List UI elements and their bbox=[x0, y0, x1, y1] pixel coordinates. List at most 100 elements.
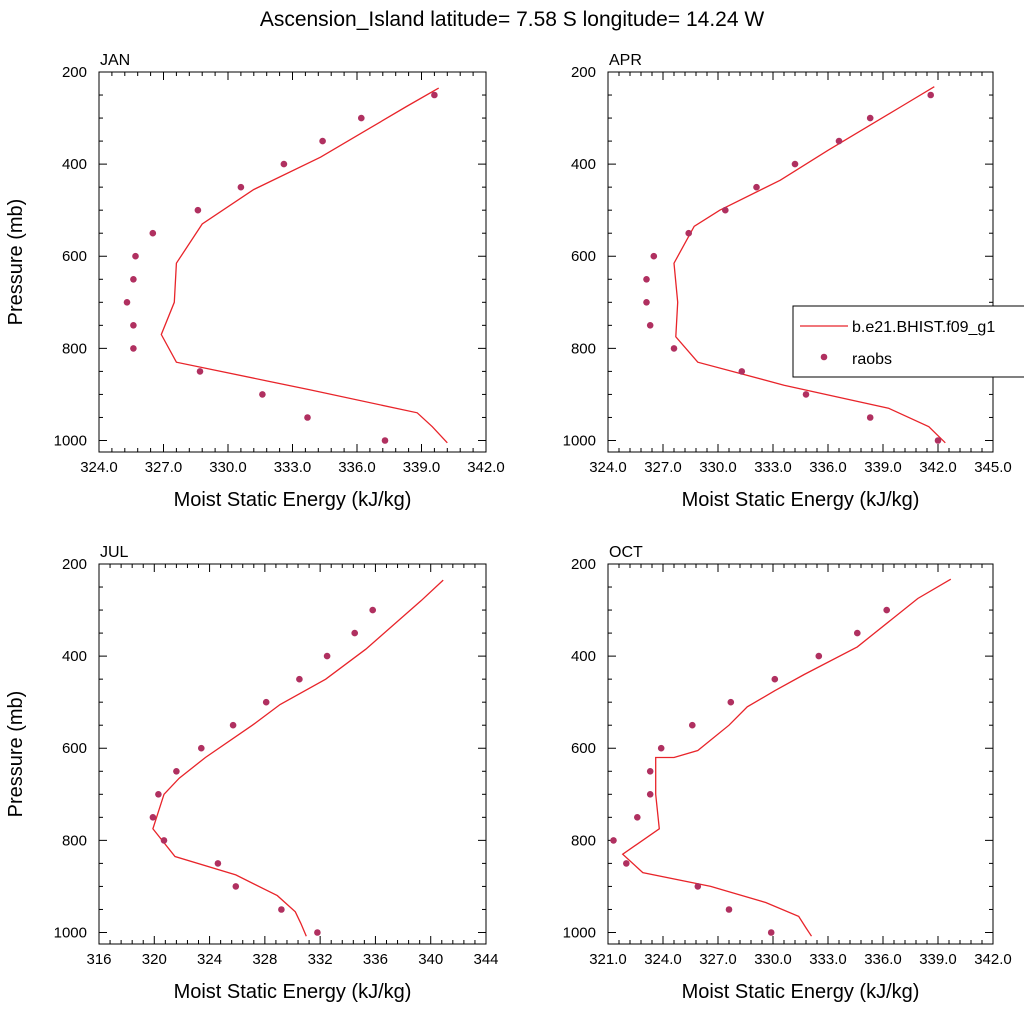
x-tick-label: 327.0 bbox=[644, 459, 682, 476]
y-axis-title: Pressure (mb) bbox=[5, 199, 27, 326]
raobs-point bbox=[866, 414, 874, 421]
raobs-point bbox=[689, 721, 696, 729]
panel-label: OCT bbox=[609, 544, 643, 561]
raobs-point bbox=[883, 606, 890, 614]
raobs-point bbox=[727, 698, 735, 706]
raobs-point bbox=[198, 744, 205, 752]
y-tick-label: 800 bbox=[62, 832, 87, 849]
plot-frame bbox=[98, 563, 487, 945]
raobs-point bbox=[791, 160, 799, 168]
panel-label: APR bbox=[609, 52, 642, 69]
figure-title: Ascension_Island latitude= 7.58 S longit… bbox=[260, 8, 765, 31]
raobs-point bbox=[767, 929, 775, 936]
raobs-point bbox=[643, 276, 650, 283]
x-tick-label: 336.0 bbox=[864, 951, 902, 968]
raobs-point bbox=[934, 437, 942, 444]
x-tick-label: 333.0 bbox=[754, 459, 792, 476]
raobs-point bbox=[657, 744, 665, 752]
model-profile-line bbox=[160, 87, 448, 444]
raobs-point bbox=[155, 791, 162, 798]
raobs-point bbox=[650, 252, 658, 260]
raobs-point bbox=[802, 391, 810, 398]
raobs-point bbox=[214, 860, 222, 867]
legend-box bbox=[792, 305, 1024, 378]
x-tick-label: 342.0 bbox=[467, 459, 505, 476]
raobs-point bbox=[685, 229, 692, 237]
raobs-point bbox=[358, 114, 365, 122]
x-tick-label: 336.0 bbox=[338, 459, 376, 476]
raobs-point bbox=[259, 391, 266, 398]
legend-model-label: b.e21.BHIST.f09_g1 bbox=[852, 319, 995, 336]
raobs-point bbox=[623, 860, 630, 867]
y-tick-label: 1000 bbox=[563, 924, 596, 941]
raobs-point bbox=[149, 814, 157, 821]
x-axis-title: Moist Static Energy (kJ/kg) bbox=[174, 489, 412, 511]
raobs-point bbox=[130, 322, 137, 329]
x-tick-label: 339.0 bbox=[864, 459, 902, 476]
panel-apr: APR 324.0 327.0 330.0 333.0 336.0 339.0 342.0 34… bbox=[563, 52, 1012, 511]
raobs-point bbox=[319, 137, 326, 145]
raobs-point bbox=[237, 183, 245, 191]
raobs-point bbox=[130, 345, 137, 352]
x-tick-label: 327.0 bbox=[145, 459, 183, 476]
y-tick-label: 1000 bbox=[563, 432, 596, 449]
raobs-point bbox=[173, 768, 180, 775]
raobs-point bbox=[194, 206, 202, 214]
raobs-point bbox=[694, 883, 702, 890]
raobs-point bbox=[196, 368, 204, 375]
y-tick-label: 200 bbox=[571, 64, 596, 81]
y-tick-label: 600 bbox=[571, 248, 596, 265]
x-tick-label: 345.0 bbox=[974, 459, 1012, 476]
x-tick-label: 330.0 bbox=[699, 459, 737, 476]
y-tick-label: 800 bbox=[571, 340, 596, 357]
legend: b.e21.BHIST.f09_g1 raobs bbox=[792, 305, 1024, 378]
raobs-point bbox=[280, 160, 288, 168]
x-tick-label: 316 bbox=[86, 951, 111, 968]
raobs-point bbox=[262, 698, 270, 706]
raobs-point bbox=[771, 675, 779, 683]
x-tick-label: 324.0 bbox=[80, 459, 118, 476]
x-tick-label: 336.0 bbox=[809, 459, 847, 476]
raobs-point bbox=[323, 652, 331, 660]
x-tick-label: 332 bbox=[308, 951, 333, 968]
raobs-point bbox=[866, 114, 874, 122]
raobs-point bbox=[725, 906, 733, 913]
x-tick-label: 324.0 bbox=[589, 459, 627, 476]
raobs-point bbox=[232, 883, 240, 890]
raobs-point bbox=[314, 929, 321, 936]
y-axis-title: Pressure (mb) bbox=[5, 691, 27, 818]
raobs-point bbox=[296, 675, 303, 683]
raobs-point bbox=[753, 183, 760, 191]
plot-frame bbox=[607, 563, 994, 945]
x-tick-label: 342.0 bbox=[974, 951, 1012, 968]
x-tick-label: 333.0 bbox=[809, 951, 847, 968]
plot-frame bbox=[98, 71, 487, 453]
y-tick-label: 800 bbox=[62, 340, 87, 357]
raobs-point bbox=[646, 768, 654, 775]
raobs-point bbox=[835, 137, 843, 145]
raobs-point bbox=[351, 629, 359, 637]
legend-obs-marker bbox=[820, 353, 828, 361]
y-tick-label: 400 bbox=[62, 156, 87, 173]
y-tick-label: 1000 bbox=[54, 432, 87, 449]
x-tick-label: 328 bbox=[252, 951, 277, 968]
raobs-point bbox=[304, 414, 311, 421]
x-tick-label: 344 bbox=[473, 951, 498, 968]
raobs-point bbox=[369, 606, 377, 614]
y-tick-label: 400 bbox=[571, 156, 596, 173]
y-tick-label: 200 bbox=[62, 64, 87, 81]
plot-frame bbox=[607, 71, 994, 453]
x-tick-label: 342.0 bbox=[919, 459, 957, 476]
x-tick-label: 339.0 bbox=[403, 459, 441, 476]
model-profile-line bbox=[673, 86, 946, 444]
raobs-point bbox=[854, 629, 861, 637]
raobs-point bbox=[130, 276, 137, 283]
y-tick-label: 400 bbox=[62, 648, 87, 665]
raobs-point bbox=[634, 814, 641, 821]
raobs-point bbox=[123, 299, 131, 306]
model-profile-line bbox=[621, 578, 952, 937]
raobs-point bbox=[815, 652, 823, 660]
panel-jan: JAN 324.0 327.0 330.0 333.0 336.0 339.0 342.0 20… bbox=[5, 52, 505, 511]
y-tick-label: 200 bbox=[571, 556, 596, 573]
raobs-point bbox=[646, 322, 654, 329]
